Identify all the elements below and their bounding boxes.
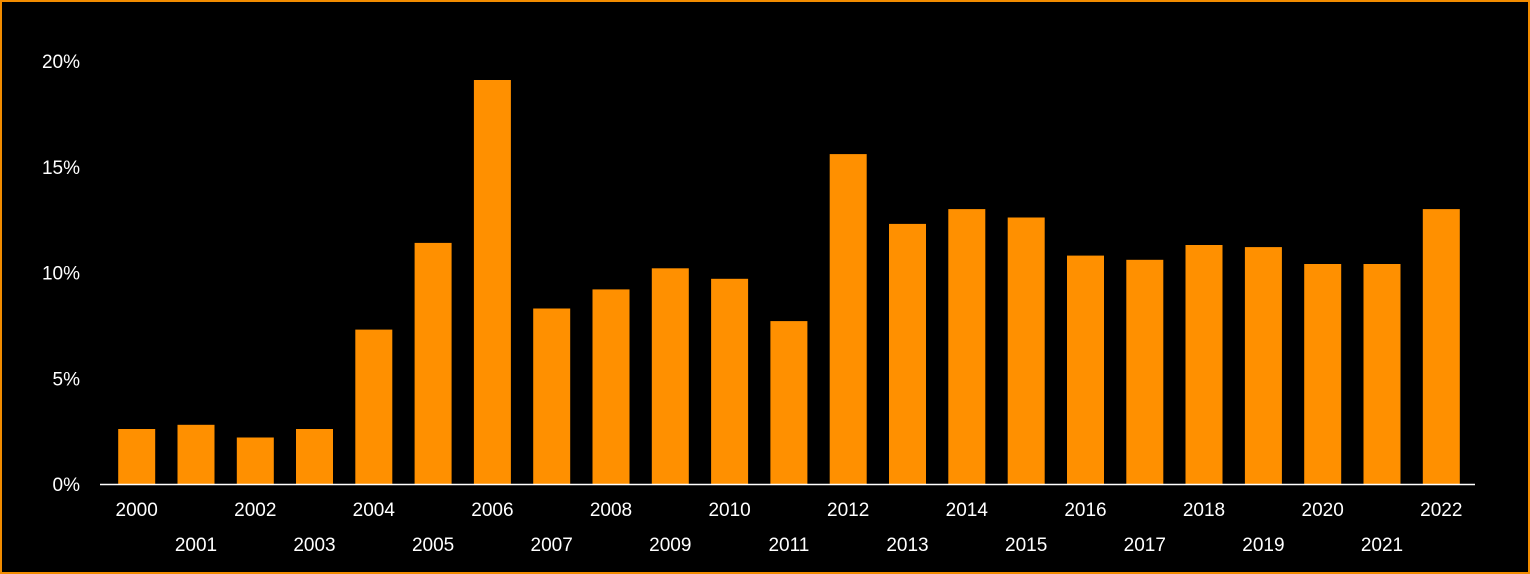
x-tick-label: 2010 — [708, 500, 750, 521]
bar-2019 — [1244, 247, 1282, 484]
bar-2021 — [1363, 264, 1401, 484]
x-tick-label: 2015 — [1005, 535, 1047, 556]
x-tick-label: 2017 — [1124, 535, 1166, 556]
x-tick-label: 2020 — [1302, 500, 1344, 521]
bar-2007 — [533, 308, 571, 484]
bar-2016 — [1067, 255, 1104, 484]
x-tick-label: 2022 — [1420, 500, 1462, 521]
x-tick-label: 2002 — [234, 500, 276, 521]
bar-2018 — [1185, 245, 1223, 484]
x-tick-label: 2009 — [649, 535, 691, 556]
y-tick-label: 20% — [42, 52, 80, 73]
x-tick-label: 2001 — [175, 535, 217, 556]
bar-2005 — [414, 242, 452, 484]
x-tick-label: 2004 — [353, 500, 396, 521]
x-tick-label: 2012 — [827, 500, 869, 521]
x-tick-label: 2011 — [768, 535, 809, 556]
bar-2014 — [948, 209, 986, 484]
bar-2010 — [711, 278, 749, 484]
bar-2006 — [473, 80, 511, 484]
x-tick-label: 2021 — [1361, 535, 1403, 556]
bar-2022 — [1422, 209, 1460, 484]
x-tick-label: 2006 — [471, 500, 513, 521]
x-tick-label: 2007 — [531, 535, 573, 556]
x-tick-label: 2008 — [590, 500, 632, 521]
bar-2008 — [592, 289, 630, 484]
bar-2000 — [118, 429, 156, 484]
bar-2011 — [770, 321, 808, 484]
y-tick-label: 5% — [53, 369, 81, 390]
bar-2015 — [1007, 217, 1045, 484]
x-tick-label: 2003 — [293, 535, 335, 556]
bar-2004 — [355, 329, 393, 484]
bar-2003 — [296, 429, 333, 484]
bar-2017 — [1126, 259, 1164, 484]
bar-2001 — [177, 424, 215, 484]
x-tick-label: 2018 — [1183, 500, 1225, 521]
bars — [118, 80, 1460, 484]
x-tick-label: 2005 — [412, 535, 454, 556]
y-tick-label: 15% — [42, 158, 80, 179]
x-axis-ticks: 2000 2001 2002 2003 2004 2005 2006 2007 2008 2009… — [116, 500, 1463, 556]
x-tick-label: 2016 — [1064, 500, 1106, 521]
bar-2020 — [1304, 264, 1342, 484]
bar-2013 — [889, 223, 926, 484]
bar-2012 — [829, 154, 867, 484]
y-tick-label: 0% — [53, 475, 81, 496]
bar-2009 — [651, 268, 689, 484]
y-tick-label: 10% — [42, 264, 80, 285]
x-tick-label: 2013 — [886, 535, 928, 556]
bar-2002 — [236, 437, 274, 484]
x-tick-label: 2019 — [1242, 535, 1284, 556]
x-tick-label: 2000 — [116, 500, 158, 521]
y-axis-ticks: 0% 5% 10% 15% 20% — [42, 52, 80, 496]
x-tick-label: 2014 — [946, 500, 989, 521]
